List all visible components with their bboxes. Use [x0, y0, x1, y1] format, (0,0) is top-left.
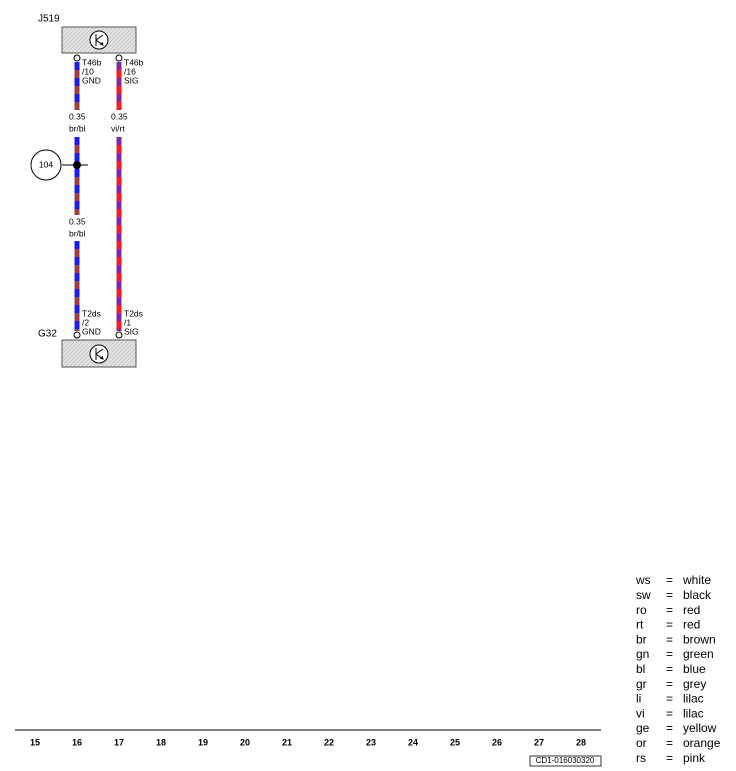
- grid-number: 26: [492, 737, 502, 747]
- legend-meaning: white: [682, 573, 711, 587]
- legend-meaning: red: [683, 618, 700, 632]
- legend-eq: =: [666, 588, 673, 602]
- legend-eq: =: [666, 751, 673, 765]
- legend-meaning: black: [683, 588, 712, 602]
- grid-number: 25: [450, 737, 460, 747]
- legend-code: br: [636, 632, 647, 646]
- footer-code: CD1-016030320: [536, 756, 595, 765]
- grid-number: 16: [72, 737, 82, 747]
- legend-meaning: blue: [683, 662, 706, 676]
- legend-eq: =: [666, 603, 673, 617]
- grid-number: 24: [408, 737, 418, 747]
- legend-eq: =: [666, 647, 673, 661]
- connector: T46b: [82, 57, 102, 67]
- legend-eq: =: [666, 573, 673, 587]
- pin: /2: [82, 317, 89, 327]
- wire-color: br/bl: [69, 123, 86, 133]
- wire-size: 0.35: [69, 216, 86, 226]
- wire-size: 0.35: [69, 111, 86, 121]
- legend-code: bl: [636, 662, 645, 676]
- legend-code: gn: [636, 647, 649, 661]
- legend-eq: =: [666, 677, 673, 691]
- legend-code: rs: [636, 751, 646, 765]
- legend-code: ro: [636, 603, 647, 617]
- signal: GND: [82, 326, 101, 336]
- legend-eq: =: [666, 662, 673, 676]
- legend-code: li: [636, 692, 641, 706]
- legend-meaning: yellow: [683, 721, 717, 735]
- legend-code: gr: [636, 677, 647, 691]
- legend-meaning: pink: [683, 751, 706, 765]
- legend-meaning: lilac: [683, 692, 704, 706]
- wire-size: 0.35: [111, 111, 128, 121]
- connector: T46b: [124, 57, 144, 67]
- grid-number: 23: [366, 737, 376, 747]
- grid-number: 18: [156, 737, 166, 747]
- legend-meaning: brown: [683, 632, 716, 646]
- signal: SIG: [124, 326, 139, 336]
- legend-meaning: red: [683, 603, 700, 617]
- legend-meaning: grey: [683, 677, 706, 691]
- wire-color: vi/rt: [111, 123, 125, 133]
- connector: T2ds: [82, 308, 101, 318]
- legend-eq: =: [666, 736, 673, 750]
- legend: ws = white sw = black ro = red rt = red br = brown gn = g…: [635, 573, 721, 765]
- legend-code: sw: [636, 588, 651, 602]
- grid-number: 17: [114, 737, 124, 747]
- pin: /1: [124, 317, 131, 327]
- pin: /16: [124, 66, 136, 76]
- grid-number: 21: [282, 737, 292, 747]
- grid-number: 19: [198, 737, 208, 747]
- legend-code: ws: [635, 573, 651, 587]
- connector: T2ds: [124, 308, 143, 318]
- legend-meaning: lilac: [683, 706, 704, 720]
- grid-number: 22: [324, 737, 334, 747]
- grid-number: 27: [534, 737, 544, 747]
- pins: [73, 54, 123, 339]
- signal: GND: [82, 75, 101, 85]
- footer-box: [529, 755, 602, 767]
- legend-meaning: green: [683, 647, 714, 661]
- legend-code: rt: [636, 618, 644, 632]
- grid-number: 15: [30, 737, 40, 747]
- component-label: J519: [38, 14, 60, 25]
- legend-eq: =: [666, 632, 673, 646]
- grid-number: 20: [240, 737, 250, 747]
- legend-meaning: orange: [683, 736, 721, 750]
- splice: 104: [30, 149, 88, 181]
- grid-number: 28: [576, 737, 586, 747]
- component-j519: J519: [38, 14, 137, 54]
- legend-code: ge: [636, 721, 650, 735]
- component-g32: G32: [38, 329, 137, 368]
- legend-eq: =: [666, 618, 673, 632]
- splice-label: 104: [39, 159, 53, 169]
- legend-code: vi: [636, 706, 645, 720]
- grid-numbers: 15 16 17 18 19 20 21 22 23 24 25 26 27 28: [30, 737, 586, 747]
- legend-eq: =: [666, 721, 673, 735]
- signal: SIG: [124, 75, 139, 85]
- legend-code: or: [636, 736, 647, 750]
- legend-eq: =: [666, 706, 673, 720]
- legend-eq: =: [666, 692, 673, 706]
- wire-labels: 0.35 br/bl 0.35 vi/rt 0.35 br/bl: [69, 111, 128, 238]
- pin: /10: [82, 66, 94, 76]
- pin-labels: T46b /10 GND T46b /16 SIG T2ds /2 GND T2…: [82, 57, 144, 336]
- component-label: G32: [38, 329, 57, 340]
- wire-color: br/bl: [69, 228, 86, 238]
